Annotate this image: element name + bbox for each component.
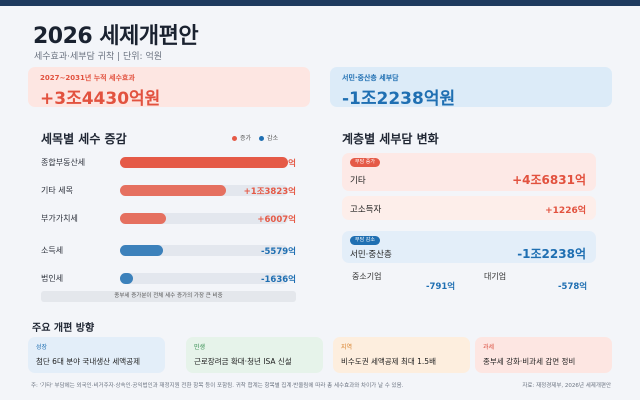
top-accent-bar: [0, 0, 640, 6]
bar: [120, 213, 167, 224]
direction-text: 근로장려금 확대·청년 ISA 신설: [194, 357, 292, 366]
page-title: 2026 세제개편안: [33, 24, 199, 49]
large-corp-label: 대기업: [484, 272, 507, 281]
legend-decrease-label: 감소: [267, 135, 279, 142]
direction-tag: 지역: [341, 344, 353, 351]
burden-middle-name: 서민·중산층: [350, 250, 392, 260]
direction-text: 비수도권 세액공제 최대 1.5배: [341, 357, 436, 366]
total-effect-label: 2027~2031년 누적 세수효과: [40, 74, 135, 82]
burden-high-card: 고소득자 +1226억: [342, 196, 596, 220]
middle-class-card: 서민·중산층 세부담 -1조2238억원: [330, 67, 612, 109]
direction-tag: 민생: [194, 344, 206, 351]
bar-value-label: +6007억: [257, 215, 296, 225]
burden-title: 계층별 세부담 변화: [342, 132, 439, 146]
bar: [120, 273, 133, 284]
burden-other-name: 기타: [350, 176, 366, 186]
bar-track: [120, 245, 288, 256]
directions-title: 주요 개편 방향: [32, 323, 95, 334]
bar-category-label: 법인세: [41, 274, 64, 283]
bar-value-label: -1636억: [260, 275, 296, 285]
bar-track: [120, 185, 288, 196]
bar: [120, 157, 288, 168]
chart-note: 종부세 증가분이 전체 세수 증가의 가장 큰 비중: [41, 291, 296, 302]
bar-row: 법인세 -1636억: [41, 271, 296, 285]
direction-tag: 성장: [36, 344, 48, 351]
bar-category-label: 소득세: [41, 246, 64, 255]
bar-track: [120, 157, 288, 168]
direction-text: 종부세 강화·비과세 감면 정비: [483, 357, 576, 366]
burden-high-name: 고소득자: [350, 205, 382, 215]
middle-class-label: 서민·중산층 세부담: [342, 74, 399, 82]
burden-middle-card: 부담 감소 서민·중산층 -1조2238억: [342, 231, 596, 263]
page-subtitle: 세수효과·세부담 귀착 | 단위: 억원: [34, 52, 163, 62]
bar-row: 종합부동산세 +2조1815억: [41, 155, 296, 169]
bar-value-label: +2조1815억: [243, 159, 296, 169]
bar-category-label: 기타 세목: [41, 186, 73, 195]
bar-row: 부가가치세 +6007억: [41, 211, 296, 225]
footnote: 주: '기타' 부담에는 외국인·비거주자·상속인·공익법인과 재정지원 전환 …: [31, 383, 404, 389]
burden-other-card: 부담 증가 기타 +4조6831억: [342, 153, 596, 191]
bar-category-label: 종합부동산세: [41, 158, 86, 167]
bar-row: 기타 세목 +1조3823억: [41, 183, 296, 197]
legend-increase: 증가: [232, 133, 251, 142]
sme-value: -791억: [426, 282, 456, 292]
increase-dot-icon: [232, 136, 237, 141]
direction-text: 첨단 6대 분야 국내생산 세액공제: [36, 357, 141, 366]
burden-high-value: +1226억: [545, 206, 586, 216]
bar-track: [120, 273, 288, 284]
decrease-dot-icon: [259, 136, 265, 141]
burden-decrease-tag: 부담 감소: [350, 236, 380, 245]
bar-row: 소득세 -5579억: [41, 243, 296, 257]
chart-legend: 증가 감소: [232, 133, 278, 142]
bar: [120, 185, 227, 196]
bar-value-label: -5579억: [260, 247, 296, 257]
total-effect-card: 2027~2031년 누적 세수효과 +3조4430억원: [28, 67, 310, 109]
burden-increase-tag: 부담 증가: [350, 158, 380, 167]
bar-track: [120, 213, 288, 224]
total-effect-value: +3조4430억원: [40, 89, 161, 109]
burden-other-value: +4조6831억: [512, 173, 586, 187]
bar: [120, 245, 163, 256]
burden-middle-value: -1조2238억: [517, 247, 586, 261]
direction-tag: 과세: [483, 344, 495, 351]
source-note: 자료: 재정경제부, 2026년 세제개편안: [522, 383, 611, 389]
middle-class-value: -1조2238억원: [342, 89, 456, 109]
large-corp-value: -578억: [558, 282, 588, 292]
tax-items-title: 세목별 세수 증감: [41, 132, 127, 146]
legend-increase-label: 증가: [240, 135, 252, 142]
sme-label: 중소기업: [352, 272, 382, 281]
bar-value-label: +1조3823억: [243, 187, 296, 197]
legend-decrease: 감소: [259, 133, 278, 142]
bar-category-label: 부가가치세: [41, 214, 78, 223]
